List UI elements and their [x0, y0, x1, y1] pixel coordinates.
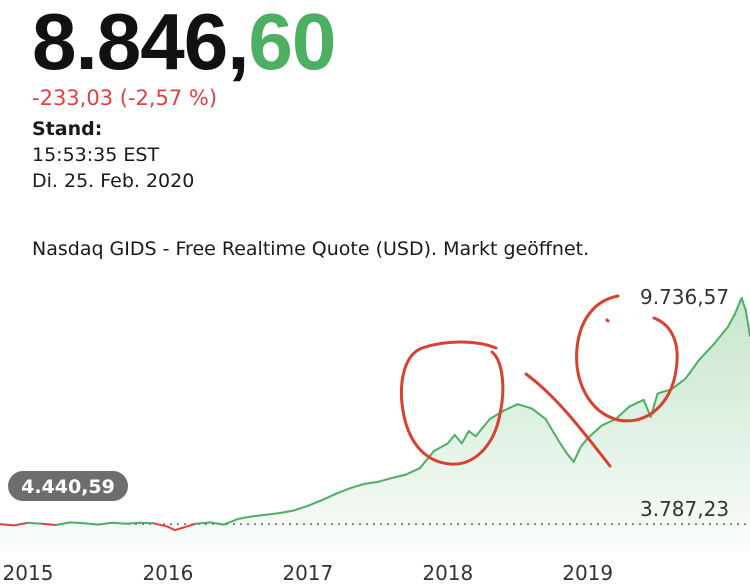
price-line-segment	[334, 487, 351, 495]
price-line-segment	[362, 480, 379, 485]
price-line-segment	[579, 437, 589, 448]
price-line-segment	[41, 522, 57, 526]
price-line-segment	[124, 521, 141, 525]
price-line-segment	[558, 441, 568, 455]
price-line-segment	[236, 515, 253, 520]
price-line-segment	[96, 521, 113, 526]
price-line-segment	[13, 521, 29, 527]
price-line-segment	[446, 433, 456, 445]
price-line-segment	[152, 522, 169, 528]
x-tick-label: 2017	[282, 561, 333, 585]
annotation-circle-2018	[399, 340, 505, 466]
price-change: -233,03 (-2,57 %)	[32, 86, 218, 110]
annotation-dot-2019	[605, 318, 610, 323]
price-line-segment	[187, 522, 197, 527]
reference-value-pill	[8, 471, 128, 501]
quote-date: Di. 25. Feb. 2020	[32, 170, 195, 192]
price-line-segment	[208, 521, 225, 526]
price-line-segment	[572, 445, 582, 463]
price-line-segment	[306, 499, 323, 507]
price-line-segment	[138, 521, 155, 525]
price-line-segment	[432, 442, 449, 453]
price-line-segment	[740, 297, 747, 312]
price-line-segment	[600, 418, 617, 427]
price-line-segment	[376, 477, 393, 483]
price-line-segment	[250, 513, 267, 518]
price-line-segment	[278, 509, 295, 514]
annotation-circle-2019	[575, 294, 679, 423]
price-line-segment	[166, 525, 176, 532]
quote-panel: 8.846,60 -233,03 (-2,57 %) Stand: 15:53:…	[32, 0, 336, 194]
price-line-segment	[733, 297, 743, 316]
price-line-segment	[418, 450, 435, 470]
price-line-segment	[628, 398, 645, 408]
price-line-group	[0, 297, 750, 532]
price-line-segment	[614, 405, 631, 421]
price-line-segment	[460, 430, 470, 445]
price-line-segment	[27, 521, 43, 525]
price-line-segment	[0, 523, 15, 527]
x-tick-label: 2018	[422, 561, 473, 585]
price-line-segment	[453, 433, 463, 445]
quote-time: 15:53:35 EST	[32, 144, 160, 166]
price-line-segment	[173, 527, 183, 532]
price-line-segment	[83, 522, 99, 526]
price-line-segment	[516, 403, 533, 410]
timestamp-label: Stand:	[32, 118, 103, 140]
price-line-segment	[565, 452, 575, 463]
price-line-segment	[320, 492, 337, 502]
price-line-segment	[222, 518, 239, 526]
price-line-segment	[264, 512, 281, 516]
last-price: 8.846,60	[32, 2, 336, 82]
price-line-segment	[502, 403, 519, 412]
price-line-segment	[69, 521, 85, 525]
quote-source: Nasdaq GIDS - Free Realtime Quote (USD).…	[32, 238, 590, 260]
last-price-decimals: 60	[248, 0, 336, 86]
price-line-segment	[292, 504, 309, 512]
price-line-segment	[467, 430, 477, 438]
max-value-label: 9.736,57	[640, 285, 729, 309]
price-line-segment	[348, 483, 365, 490]
price-line-segment	[530, 407, 547, 421]
price-line-segment	[726, 313, 736, 329]
price-line-segment	[110, 521, 127, 525]
price-area	[0, 298, 750, 552]
price-line-segment	[712, 326, 729, 346]
price-line-segment	[544, 418, 561, 444]
price-line-segment	[684, 358, 701, 380]
price-line-segment	[390, 473, 407, 479]
price-line-segment	[194, 521, 211, 525]
price-line-segment	[744, 309, 750, 337]
price-line-segment	[474, 418, 491, 438]
reference-value-label: 4.440,59	[21, 476, 115, 498]
price-line-segment	[55, 521, 71, 526]
price-line-segment	[180, 524, 190, 529]
annotation-strike-2018	[524, 372, 612, 468]
price-line-segment	[670, 377, 687, 391]
price-line-segment	[586, 424, 603, 440]
x-tick-label: 2016	[142, 561, 193, 585]
x-axis-ticks: 2015 2016 2017 2018 2019	[3, 561, 614, 585]
x-tick-label: 2015	[3, 561, 54, 585]
last-price-integer: 8.846,	[32, 0, 249, 86]
annotation-marks	[399, 294, 679, 468]
x-tick-label: 2019	[562, 561, 613, 585]
price-line-segment	[404, 467, 421, 476]
price-line-segment	[698, 343, 715, 361]
min-value-label: 3.787,23	[640, 497, 729, 521]
